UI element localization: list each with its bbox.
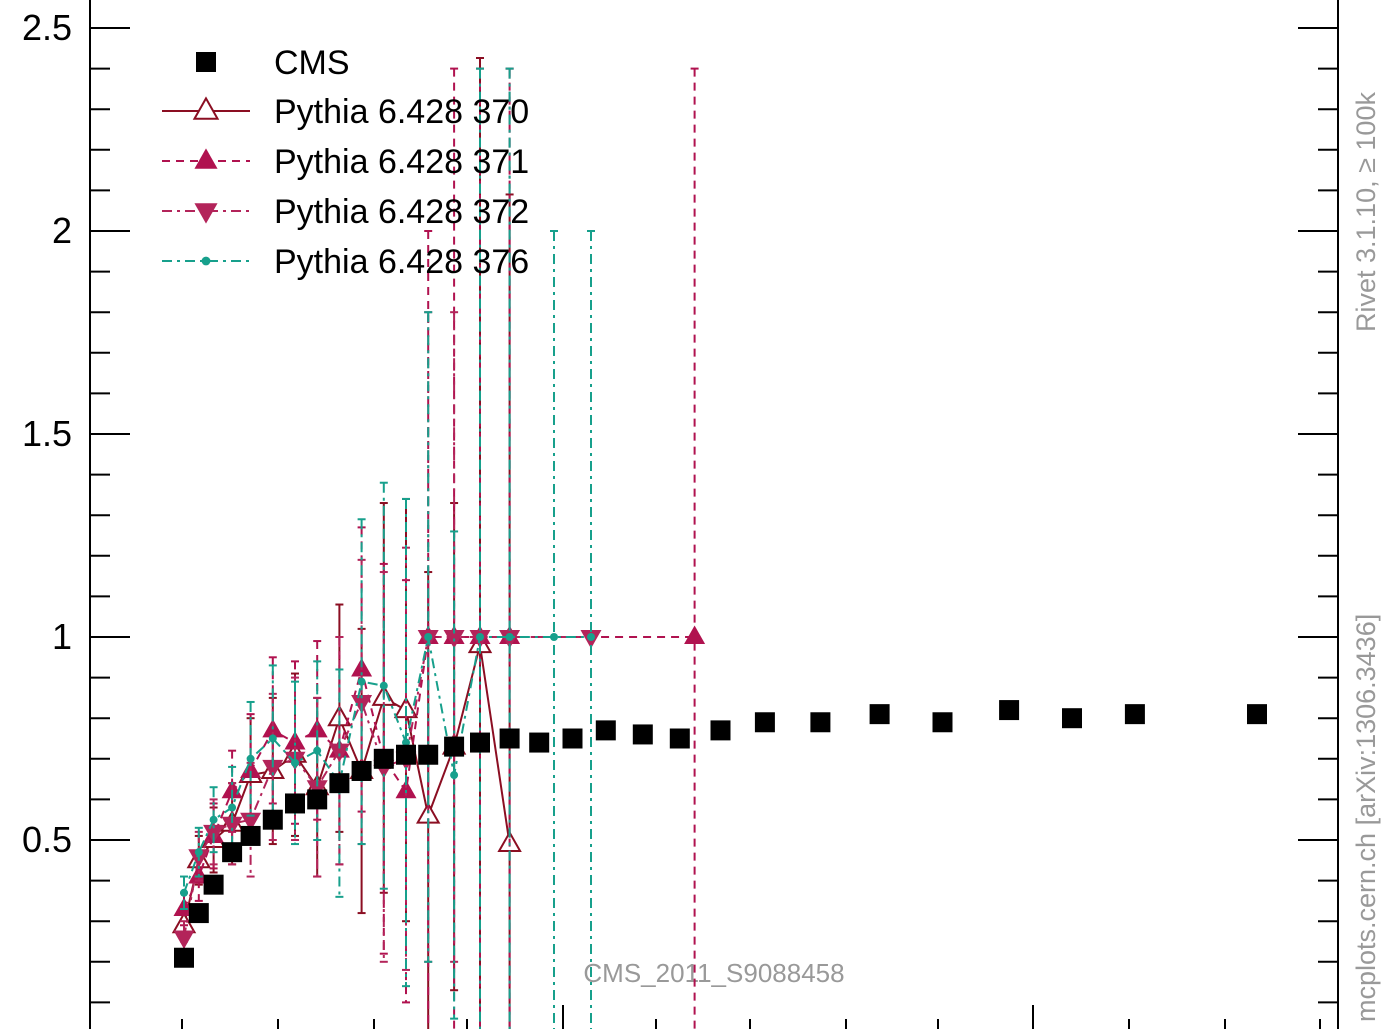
series-layer	[171, 57, 1267, 1029]
y-tick-label: 0.5	[22, 819, 72, 860]
y-tick-label: 2	[52, 210, 72, 251]
dot-point	[379, 681, 388, 690]
dot-point	[209, 815, 218, 824]
cms-point	[710, 720, 731, 741]
cms-point	[999, 700, 1020, 721]
dot-point	[476, 633, 484, 641]
y-axis-ticks	[90, 27, 1338, 1004]
side-label-bottom: mcplots.cern.ch [arXiv:1306.3436]	[1351, 614, 1381, 1022]
triangle-down-point	[194, 203, 218, 224]
dot-point	[201, 256, 211, 266]
triangle-down-point	[221, 816, 243, 836]
cms-point	[470, 732, 490, 753]
series-cms	[174, 700, 1267, 968]
cms-point	[932, 712, 953, 733]
series-line	[183, 644, 511, 926]
triangle-up-open-point	[192, 96, 220, 120]
cms-point	[351, 760, 372, 781]
legend-entry: CMS	[196, 44, 350, 82]
legend-label: CMS	[274, 44, 350, 82]
y-tick-label: 1.5	[22, 413, 72, 454]
cms-point	[529, 732, 550, 753]
triangle-down-point	[173, 930, 195, 949]
triangle-up-point	[395, 779, 417, 799]
dot-point	[357, 677, 366, 686]
cms-point	[396, 744, 416, 765]
cms-point	[222, 842, 243, 863]
cms-point	[1247, 704, 1267, 725]
cms-point	[754, 712, 775, 733]
dot-point	[313, 746, 322, 755]
cms-point	[418, 744, 439, 765]
side-label-top: Rivet 3.1.10, ≥ 100k	[1351, 92, 1381, 332]
legend-label: Pythia 6.428 371	[274, 143, 529, 181]
cms-point	[240, 825, 261, 846]
cms-point	[262, 809, 283, 830]
series-pythia-6-428-376	[180, 67, 595, 1029]
legend-entry: Pythia 6.428 371	[162, 143, 529, 181]
cms-point	[188, 903, 209, 924]
triangle-down-point	[262, 759, 284, 779]
cms-point	[632, 724, 653, 745]
legend: CMS Pythia 6.428 370 Pythia 6.428 371 Pythi…	[162, 44, 529, 281]
legend-label: Pythia 6.428 370	[274, 93, 529, 131]
cms-point	[1124, 704, 1145, 725]
dot-point	[402, 738, 410, 747]
cms-point	[203, 874, 224, 895]
series-line	[183, 636, 591, 938]
y-tick-label: 2.5	[22, 7, 72, 48]
dot-point	[450, 771, 459, 780]
cms-point	[285, 793, 305, 814]
triangle-up-point	[194, 148, 218, 169]
dot-point	[291, 758, 299, 767]
dot-point	[424, 633, 433, 641]
triangle-down-point	[328, 743, 350, 763]
cms-point	[196, 52, 216, 72]
triangle-down-point	[240, 812, 262, 832]
dot-point	[587, 633, 595, 641]
cms-point	[307, 789, 328, 810]
triangle-up-point	[684, 625, 706, 644]
legend-entry: Pythia 6.428 376	[162, 243, 529, 281]
watermark-label: CMS_2011_S9088458	[583, 958, 844, 988]
legend-entry: Pythia 6.428 372	[162, 193, 529, 231]
legend-label: Pythia 6.428 372	[274, 193, 529, 231]
cms-point	[810, 712, 831, 733]
dot-point	[228, 803, 237, 812]
cms-point	[669, 728, 690, 749]
dot-point	[550, 633, 558, 641]
cms-point	[373, 748, 394, 769]
cms-point	[444, 736, 465, 757]
cms-point	[499, 728, 520, 749]
cms-point	[174, 947, 194, 968]
side-labels: Rivet 3.1.10, ≥ 100k mcplots.cern.ch [ar…	[1351, 92, 1381, 1022]
legend-label: Pythia 6.428 376	[274, 243, 529, 281]
dot-point	[268, 734, 277, 743]
cms-point	[595, 720, 616, 741]
legend-entry: Pythia 6.428 370	[162, 93, 529, 131]
y-axis-tick-labels: 0.5 1 1.5 2 2.5	[22, 7, 72, 860]
y-tick-label: 1	[52, 616, 72, 657]
cms-point	[1062, 708, 1082, 729]
cms-point	[562, 728, 583, 749]
cms-point	[329, 773, 350, 794]
dot-point	[505, 633, 514, 641]
cms-point	[869, 704, 890, 725]
x-axis-ticks	[181, 1005, 1321, 1029]
dot-point	[180, 888, 188, 897]
watermark-group: CMS_2011_S9088458	[583, 958, 844, 988]
dot-point	[194, 848, 203, 857]
dot-point	[246, 754, 255, 763]
